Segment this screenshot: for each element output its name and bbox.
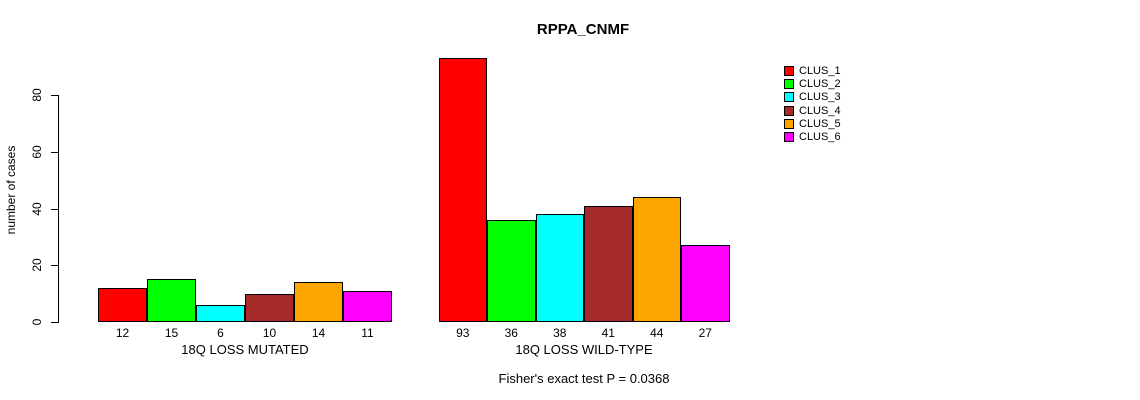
y-tick-label: 60 xyxy=(30,145,44,159)
bar-value-label: 15 xyxy=(164,326,179,340)
bar-value-label: 27 xyxy=(698,326,712,340)
y-tick-label: 0 xyxy=(30,318,44,326)
bar-clus_4 xyxy=(245,293,294,322)
bar-clus_3 xyxy=(535,214,584,322)
bar-clus_2 xyxy=(147,279,196,322)
y-axis-label: number of cases xyxy=(4,145,18,235)
legend-swatch-clus_5 xyxy=(784,118,794,129)
bar-clus_1 xyxy=(438,58,487,322)
bar-clus_1 xyxy=(98,287,147,322)
bar-value-label: 6 xyxy=(217,326,224,340)
bar-value-label: 12 xyxy=(115,326,130,340)
legend-swatch-clus_2 xyxy=(784,79,794,90)
bar-clus_5 xyxy=(632,197,681,322)
x-group-label: 18Q LOSS MUTATED xyxy=(181,342,309,357)
legend-swatch-clus_3 xyxy=(784,92,794,103)
chart-title: RPPA_CNMF xyxy=(536,21,630,38)
y-tick-mark xyxy=(51,208,58,210)
annotation-text: Fisher's exact test P = 0.0368 xyxy=(498,371,670,386)
legend-label: CLUS_1 xyxy=(799,65,841,77)
y-axis-line xyxy=(58,95,59,323)
legend-swatch-clus_6 xyxy=(784,132,794,142)
bar-clus_6 xyxy=(343,290,392,322)
x-group-label: 18Q LOSS WILD-TYPE xyxy=(515,342,653,357)
bar-clus_5 xyxy=(294,282,343,322)
bar-value-label: 44 xyxy=(650,326,664,340)
y-tick-mark xyxy=(51,151,58,153)
legend-swatch-clus_1 xyxy=(784,66,794,76)
bar-value-label: 10 xyxy=(262,326,277,340)
bar-value-label: 93 xyxy=(456,326,470,340)
bar-value-label: 14 xyxy=(311,326,326,340)
bar-clus_2 xyxy=(487,219,536,322)
bar-clus_4 xyxy=(584,205,633,322)
legend-swatch-clus_4 xyxy=(784,105,794,116)
bar-value-label: 11 xyxy=(361,326,374,340)
bar-clus_3 xyxy=(196,304,245,322)
y-tick-label: 40 xyxy=(30,201,44,216)
y-tick-mark xyxy=(51,95,58,96)
legend-label: CLUS_4 xyxy=(799,104,841,117)
bar-value-label: 41 xyxy=(601,326,615,340)
legend-label: CLUS_2 xyxy=(799,78,841,91)
legend-label: CLUS_6 xyxy=(799,131,841,143)
y-tick-label: 80 xyxy=(30,88,44,102)
y-tick-label: 20 xyxy=(30,258,44,272)
y-tick-mark xyxy=(51,265,58,267)
bar-clus_6 xyxy=(681,245,730,322)
legend-label: CLUS_3 xyxy=(799,91,841,104)
bar-value-label: 36 xyxy=(504,326,518,340)
y-tick-mark xyxy=(51,322,58,323)
legend-label: CLUS_5 xyxy=(799,117,841,130)
bar-value-label: 38 xyxy=(553,326,567,340)
